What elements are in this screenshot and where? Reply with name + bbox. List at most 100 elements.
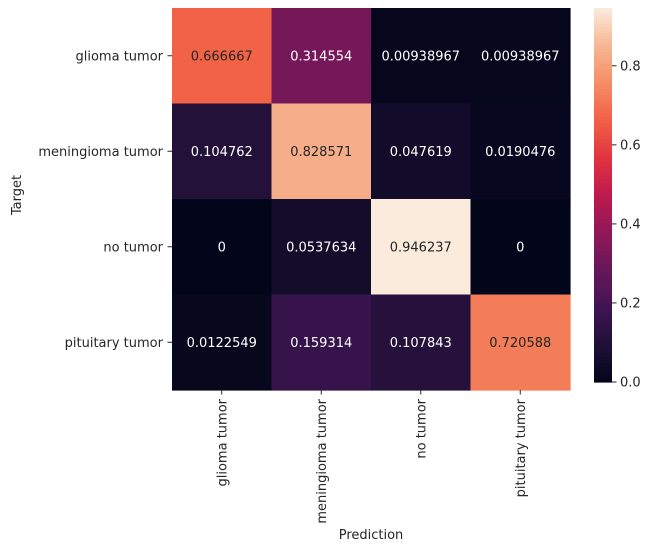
heatmap-cell-r1-c1 [271,103,372,200]
colorbar-segment-108 [594,344,612,349]
colorbar-segment-11 [594,42,612,46]
colorbar-segment-23 [594,79,612,84]
colorbar-segment-7 [594,29,612,34]
heatmap-cell-r2-c1 [271,199,372,296]
colorbar-segment-65 [594,210,612,215]
colorbar-segment-54 [594,176,612,181]
colorbar-segment-107 [594,341,612,346]
colorbar-segment-76 [594,244,612,249]
cell-label-r0-c0: 0.666667 [191,49,253,64]
colorbar-segment-106 [594,338,612,343]
cell-label-r2-c3: 0 [516,240,524,255]
colorbar-segment-86 [594,276,612,280]
colorbar-segment-55 [594,179,612,184]
heatmap-cell-r3-c2 [371,294,472,391]
colorbar-segment-26 [594,89,612,93]
colorbar-tick-label-0: 0.0 [620,376,641,391]
colorbar-segment-19 [594,67,612,71]
heatmap-cell-labels: 0.666667 0.314554 0.00938967 0.00938967 0.10… [187,49,560,351]
x-tick-label-0: glioma tumor [215,398,230,486]
heatmap-cell-r0-c2 [371,8,472,105]
colorbar-segment-62 [594,201,612,205]
colorbar-segment-118 [594,375,612,380]
colorbar-segment-25 [594,85,612,90]
colorbar-segment-48 [594,157,612,162]
colorbar-segment-80 [594,257,612,262]
cell-label-r3-c3: 0.720588 [489,336,551,351]
colorbar-segment-66 [594,213,612,218]
colorbar-segment-3 [594,17,612,22]
colorbar-segment-47 [594,154,612,159]
colorbar-segment-36 [594,120,612,124]
colorbar-segment-96 [594,307,612,311]
colorbar-segment-74 [594,238,612,243]
heatmap-cell-r1-c0 [172,103,273,200]
colorbar-segment-41 [594,135,612,140]
colorbar-segment-42 [594,138,612,143]
colorbar-segment-68 [594,219,612,224]
colorbar-tick-label-1: 0.2 [620,296,641,311]
colorbar-segment-103 [594,329,612,333]
colorbar-segment-4 [594,20,612,25]
colorbar-segment-92 [594,294,612,299]
colorbar-segment-60 [594,195,612,199]
colorbar-segment-105 [594,335,612,339]
colorbar-segment-79 [594,254,612,258]
colorbar-segment-40 [594,132,612,137]
colorbar-segment-84 [594,269,612,274]
colorbar-segment-98 [594,313,612,318]
y-axis-ticks: glioma tumor meningioma tumor no tumor pitu… [38,49,172,351]
colorbar-segment-56 [594,182,612,187]
colorbar-segment-110 [594,350,612,355]
colorbar-segment-39 [594,129,612,134]
heatmap-cell-r2-c0 [172,199,273,296]
colorbar-segment-97 [594,310,612,315]
colorbar-segment-115 [594,366,612,371]
colorbar-segment-119 [594,378,612,383]
colorbar-segment-43 [594,142,612,146]
colorbar-segment-72 [594,232,612,237]
colorbar-segment-33 [594,110,612,115]
colorbar-tick-label-4: 0.8 [620,59,641,74]
y-tick-label-2: no tumor [103,240,163,255]
colorbar-segment-8 [594,32,612,37]
heatmap-cell-r2-c3 [470,199,571,296]
y-tick-label-0: glioma tumor [76,49,164,64]
colorbar-segment-67 [594,216,612,221]
colorbar-segment-101 [594,322,612,327]
colorbar-segment-71 [594,229,612,233]
colorbar-segment-100 [594,319,612,324]
x-tick-label-1: meningioma tumor [315,398,330,523]
heatmap-cell-r1-c2 [371,103,472,200]
x-axis-label: Prediction [339,528,404,543]
colorbar-segment-10 [594,39,612,43]
heatmap-cell-r3-c3 [470,294,571,391]
colorbar-segment-114 [594,363,612,368]
colorbar-segment-116 [594,369,612,374]
colorbar-segment-46 [594,151,612,156]
colorbar-segment-87 [594,279,612,283]
colorbar-segment-18 [594,64,612,68]
colorbar-segment-50 [594,163,612,168]
colorbar-segment-82 [594,263,612,268]
colorbar-segment-38 [594,126,612,131]
cell-label-r0-c1: 0.314554 [290,49,352,64]
colorbar-segment-1 [594,11,612,15]
colorbar-segment-117 [594,372,612,377]
colorbar-tick-label-2: 0.4 [620,217,641,232]
colorbar-tick-label-3: 0.6 [620,138,641,153]
colorbar-segment-34 [594,113,612,118]
cell-label-r2-c0: 0 [218,240,226,255]
colorbar-segment-51 [594,166,612,171]
colorbar-segment-53 [594,173,612,177]
colorbar-segment-35 [594,117,612,121]
heatmap-cell-r2-c2 [371,199,472,296]
cell-label-r3-c0: 0.0122549 [187,336,257,351]
colorbar-segment-14 [594,51,612,56]
x-tick-label-3: pituitary tumor [514,398,529,497]
colorbar-segment-9 [594,36,612,40]
colorbar-segment-93 [594,297,612,302]
cell-label-r2-c1: 0.0537634 [286,240,356,255]
colorbar-segment-30 [594,101,612,106]
colorbar-segment-70 [594,226,612,230]
